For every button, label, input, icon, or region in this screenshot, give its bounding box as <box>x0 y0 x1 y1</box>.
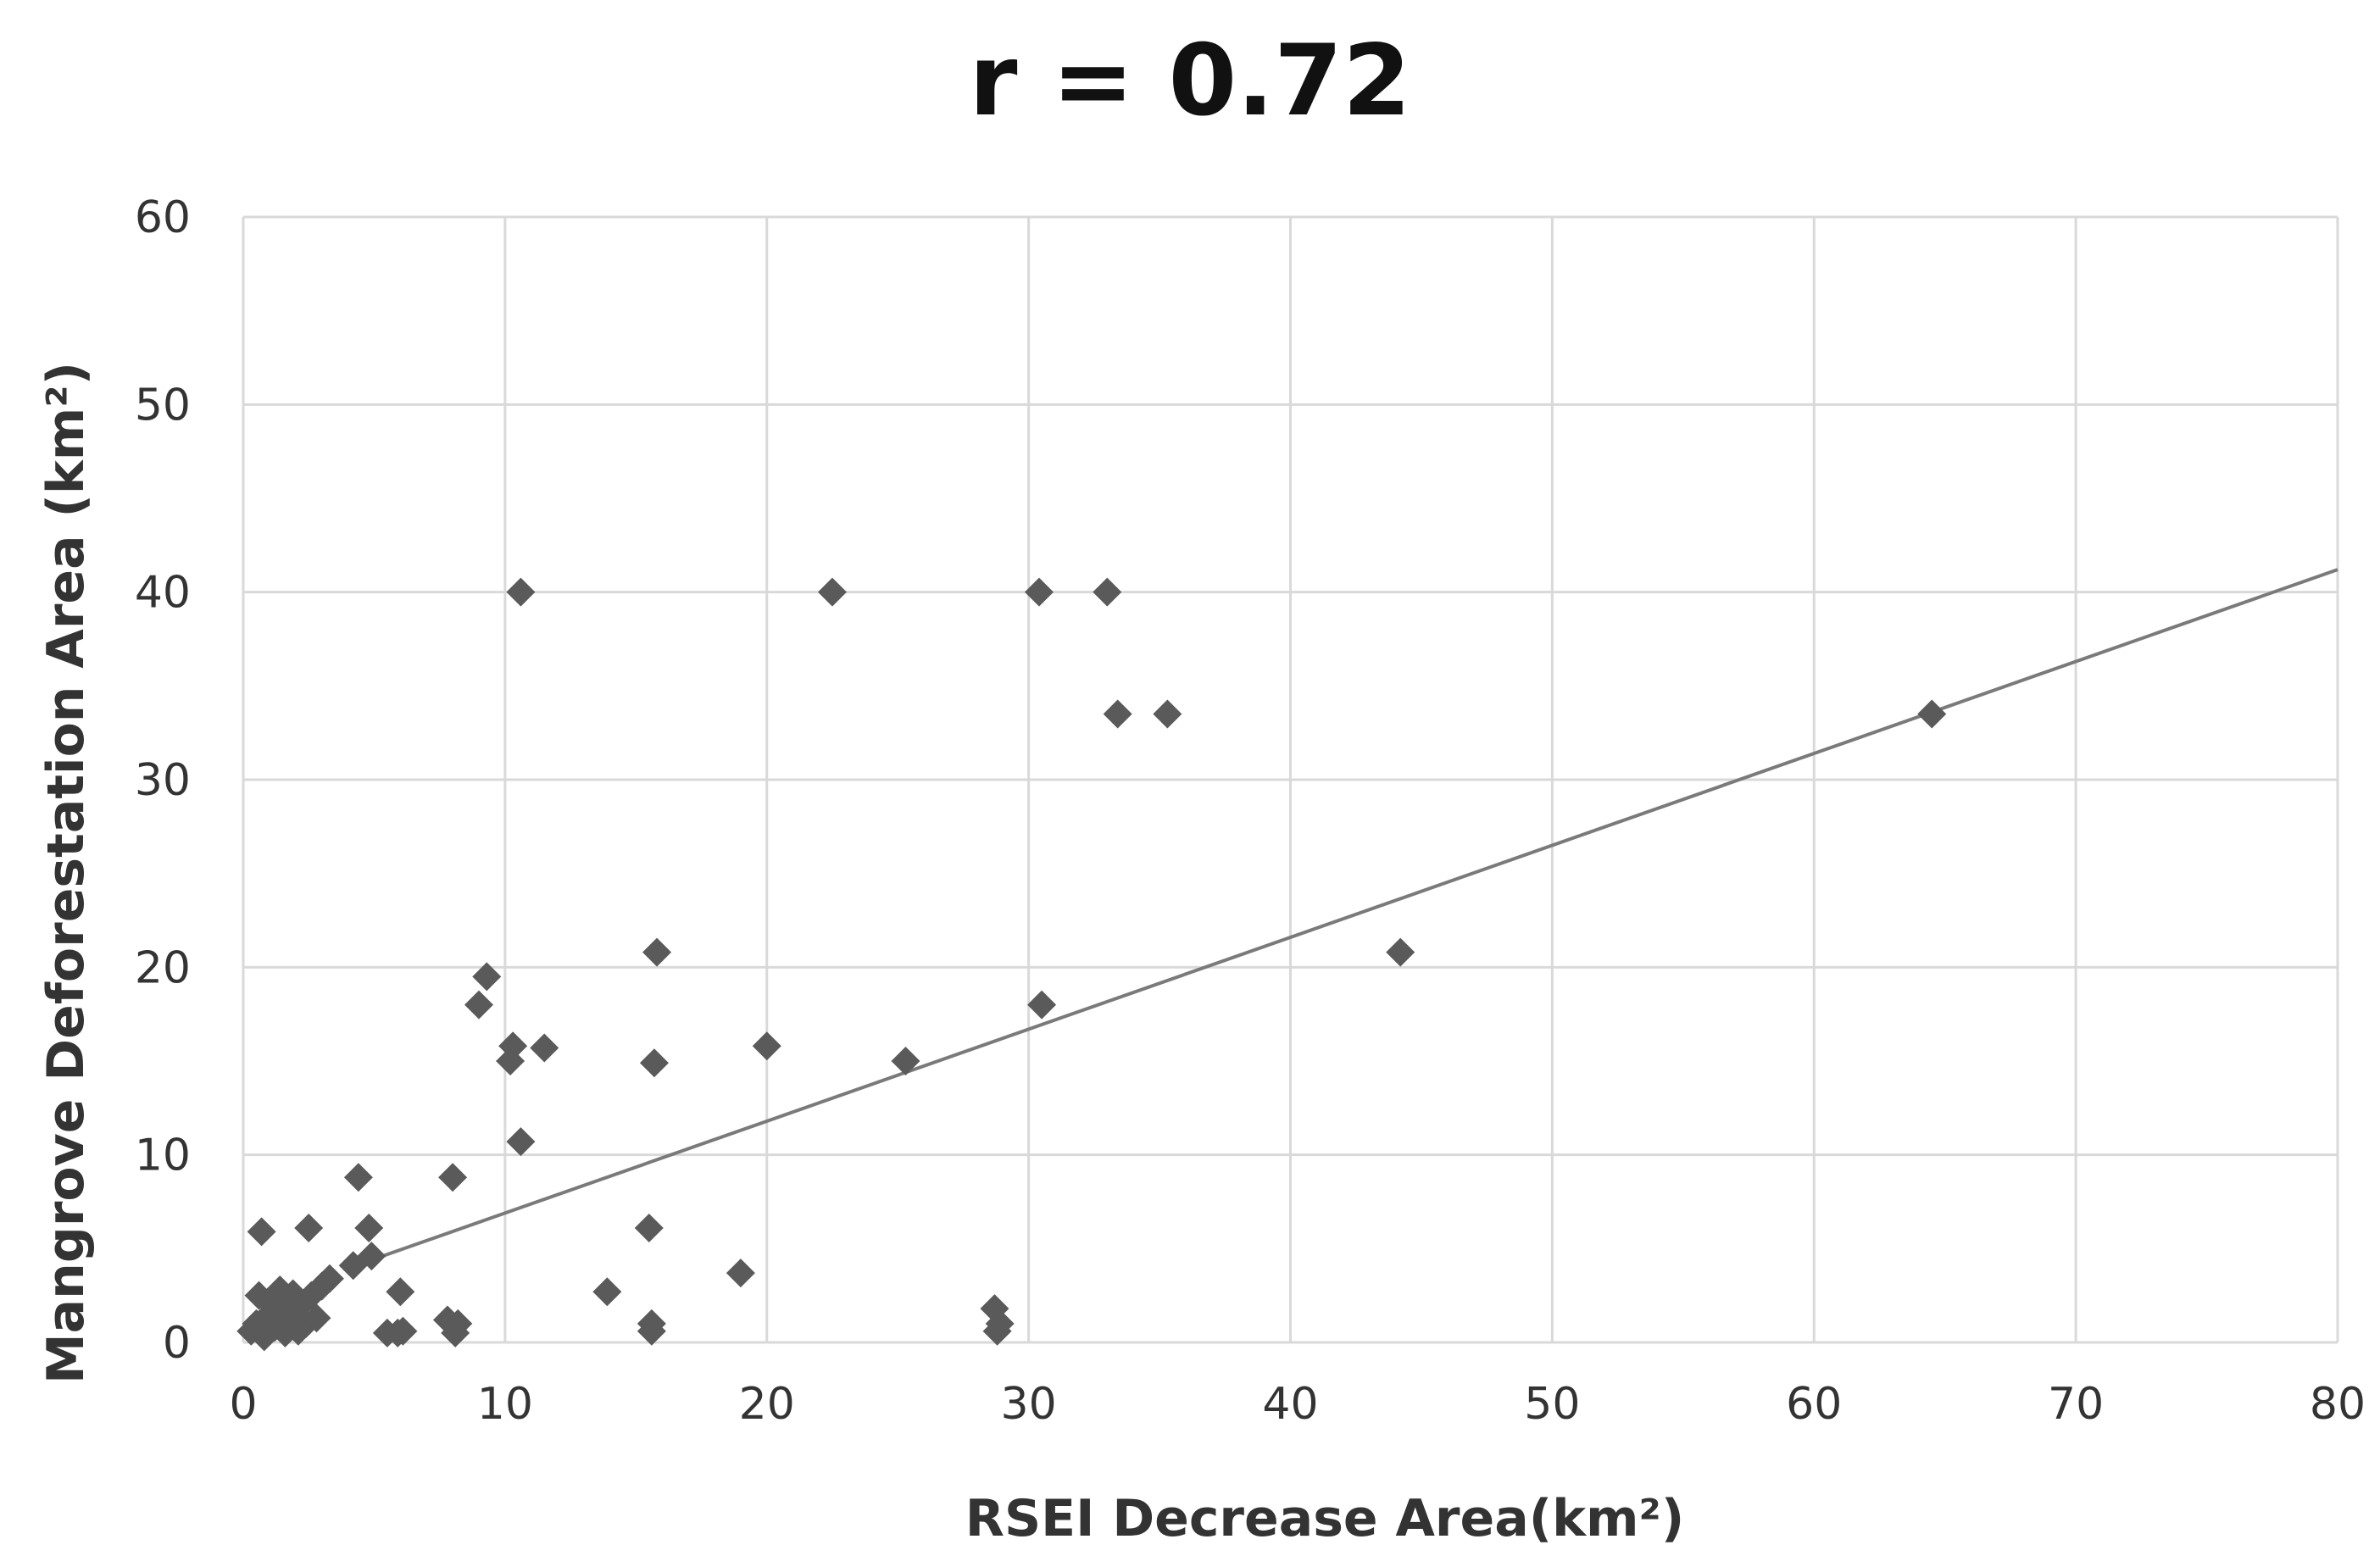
x-tick-label: 0 <box>229 1379 257 1430</box>
data-point <box>443 1309 473 1338</box>
data-point <box>817 577 847 607</box>
data-point <box>530 1033 559 1063</box>
x-tick-label: 30 <box>1001 1379 1057 1430</box>
data-point <box>1917 699 1947 729</box>
x-tick-label: 10 <box>477 1379 533 1430</box>
y-tick-label: 10 <box>135 1131 191 1181</box>
y-tick-label: 50 <box>135 380 191 431</box>
trendline-group <box>360 568 2338 1265</box>
x-tick-labels: 0 10 20 30 40 50 60 70 80 <box>229 1379 2366 1430</box>
data-point <box>438 1163 468 1192</box>
data-point <box>639 1048 669 1078</box>
data-point <box>985 1309 1015 1338</box>
data-point <box>637 1316 666 1346</box>
data-point <box>1093 577 1122 607</box>
data-point <box>302 1303 331 1333</box>
data-point <box>498 1031 528 1061</box>
data-point <box>634 1213 664 1242</box>
data-point <box>1153 699 1182 729</box>
x-tick-label: 60 <box>1786 1379 1842 1430</box>
x-tick-label: 70 <box>2048 1379 2104 1430</box>
data-point <box>726 1259 755 1288</box>
x-tick-label: 50 <box>1524 1379 1580 1430</box>
data-point <box>1024 577 1054 607</box>
x-tick-label: 20 <box>739 1379 795 1430</box>
data-points <box>236 577 1947 1352</box>
data-point <box>592 1277 622 1307</box>
y-axis-title: Mangrove Deforestation Area (km²) <box>36 362 96 1384</box>
data-point <box>343 1163 373 1192</box>
data-point <box>891 1047 920 1075</box>
data-point <box>386 1277 415 1307</box>
y-tick-label: 40 <box>135 568 191 619</box>
y-tick-label: 20 <box>135 942 191 993</box>
data-point <box>752 1031 781 1061</box>
data-point <box>506 1127 536 1157</box>
y-tick-label: 60 <box>135 192 191 243</box>
data-point <box>1386 937 1415 967</box>
data-point <box>472 962 502 992</box>
data-point <box>1027 990 1057 1020</box>
x-tick-label: 80 <box>2310 1379 2366 1430</box>
y-tick-labels: 0 10 20 30 40 50 60 <box>135 192 191 1369</box>
data-point <box>247 1217 276 1247</box>
x-tick-label: 40 <box>1262 1379 1318 1430</box>
data-point <box>464 990 493 1020</box>
x-axis-title: RSEI Decrease Area(km²) <box>965 1489 1685 1548</box>
data-point <box>357 1242 386 1271</box>
y-tick-label: 30 <box>135 755 191 806</box>
data-point <box>354 1213 384 1242</box>
trendline <box>360 568 2338 1265</box>
gridlines <box>242 215 2339 1344</box>
data-point <box>1103 699 1132 729</box>
chart-title: r = 0.72 <box>969 24 1410 138</box>
data-point <box>388 1316 418 1346</box>
data-point <box>506 577 536 607</box>
data-point <box>294 1213 324 1242</box>
y-tick-label: 0 <box>163 1318 191 1369</box>
data-point <box>642 937 672 967</box>
data-point <box>314 1264 344 1293</box>
